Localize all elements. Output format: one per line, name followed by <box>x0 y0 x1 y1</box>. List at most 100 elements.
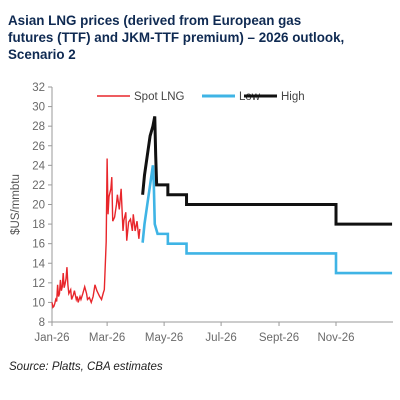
legend-label: High <box>281 91 305 103</box>
data-point <box>82 293 83 294</box>
chart-series <box>51 116 393 309</box>
y-tick-label: 22 <box>32 180 45 192</box>
data-point <box>125 212 126 213</box>
data-point <box>106 241 107 242</box>
y-tick-label: 8 <box>39 317 45 329</box>
data-point <box>86 293 87 294</box>
data-point <box>391 223 392 224</box>
data-point <box>123 220 124 221</box>
data-point <box>130 219 131 220</box>
data-point <box>70 289 71 290</box>
data-point <box>56 301 57 302</box>
data-point <box>68 293 69 294</box>
x-tick-label: Jan-26 <box>34 332 69 344</box>
x-tick-label: Jul-26 <box>205 332 236 344</box>
data-point <box>144 175 145 176</box>
data-point <box>93 296 94 297</box>
data-point <box>153 184 154 185</box>
data-point <box>65 278 66 279</box>
data-point <box>101 299 102 300</box>
data-point <box>51 302 52 303</box>
data-point <box>121 188 122 189</box>
data-point <box>76 299 77 300</box>
data-point <box>64 287 65 288</box>
data-point <box>111 176 112 177</box>
data-point <box>103 292 104 293</box>
data-point <box>144 223 145 224</box>
data-point <box>335 272 336 273</box>
data-point <box>167 184 168 185</box>
data-point <box>74 290 75 291</box>
data-point <box>117 194 118 195</box>
data-point <box>133 214 134 215</box>
data-point <box>157 233 158 234</box>
data-point <box>78 302 79 303</box>
data-point <box>126 240 127 241</box>
chart-legend: Spot LNGLowHigh <box>97 91 305 103</box>
data-point <box>66 267 67 268</box>
data-point <box>142 242 143 243</box>
series-line <box>51 158 141 309</box>
legend-label: Spot LNG <box>134 91 185 103</box>
y-axis-label: $US/mmbtu <box>10 174 22 235</box>
data-point <box>167 233 168 234</box>
data-point <box>94 284 95 285</box>
data-point <box>96 290 97 291</box>
data-point <box>64 283 65 284</box>
data-point <box>91 302 92 303</box>
y-tick-label: 24 <box>32 160 45 172</box>
chart-axes: 8 10 12 14 16 18 20 22 24 26 28 30 32 Jan-26 Mar-26 May… <box>10 82 393 344</box>
data-point <box>335 253 336 254</box>
data-point <box>156 184 157 185</box>
x-tick-label: Mar-26 <box>89 332 125 344</box>
data-point <box>128 222 129 223</box>
data-point <box>122 230 123 231</box>
y-tick-label: 32 <box>32 82 45 94</box>
data-point <box>116 204 117 205</box>
data-point <box>391 272 392 273</box>
data-point <box>139 228 140 229</box>
data-point <box>147 155 148 156</box>
data-point <box>155 155 156 156</box>
x-tick-label: Sept-26 <box>259 332 299 344</box>
data-point <box>53 306 54 307</box>
data-point <box>58 296 59 297</box>
y-tick-label: 10 <box>32 297 45 309</box>
data-point <box>57 284 58 285</box>
chart-title-line: futures (TTF) and JKM-TTF premium) – 202… <box>8 30 345 45</box>
data-point <box>167 243 168 244</box>
data-point <box>87 299 88 300</box>
data-point <box>138 238 139 239</box>
source-note: Source: Platts, CBA estimates <box>9 361 163 373</box>
data-point <box>132 230 133 231</box>
data-point <box>89 297 90 298</box>
data-point <box>154 116 155 117</box>
y-tick-label: 12 <box>32 278 45 290</box>
chart-title-line: Asian LNG prices (derived from European … <box>8 13 302 28</box>
series-line <box>141 116 393 226</box>
y-tick-label: 18 <box>32 219 45 231</box>
data-point <box>154 223 155 224</box>
data-point <box>59 293 60 294</box>
x-tick-label: Nov-26 <box>317 332 354 344</box>
chart-title: Asian LNG prices (derived from European … <box>8 12 396 63</box>
data-point <box>104 289 105 290</box>
y-tick-label: 20 <box>32 200 45 212</box>
data-point <box>54 303 55 304</box>
y-tick-label: 28 <box>32 121 45 133</box>
data-point <box>79 296 80 297</box>
y-tick-label: 16 <box>32 239 45 251</box>
data-point <box>80 299 81 300</box>
data-point <box>63 272 64 273</box>
data-point <box>136 221 137 222</box>
data-point <box>186 253 187 254</box>
data-point <box>55 299 56 300</box>
data-point <box>67 284 68 285</box>
data-point <box>114 217 115 218</box>
data-point <box>60 279 61 280</box>
data-point <box>77 296 78 297</box>
data-point <box>186 243 187 244</box>
data-point <box>186 204 187 205</box>
data-point <box>61 290 62 291</box>
